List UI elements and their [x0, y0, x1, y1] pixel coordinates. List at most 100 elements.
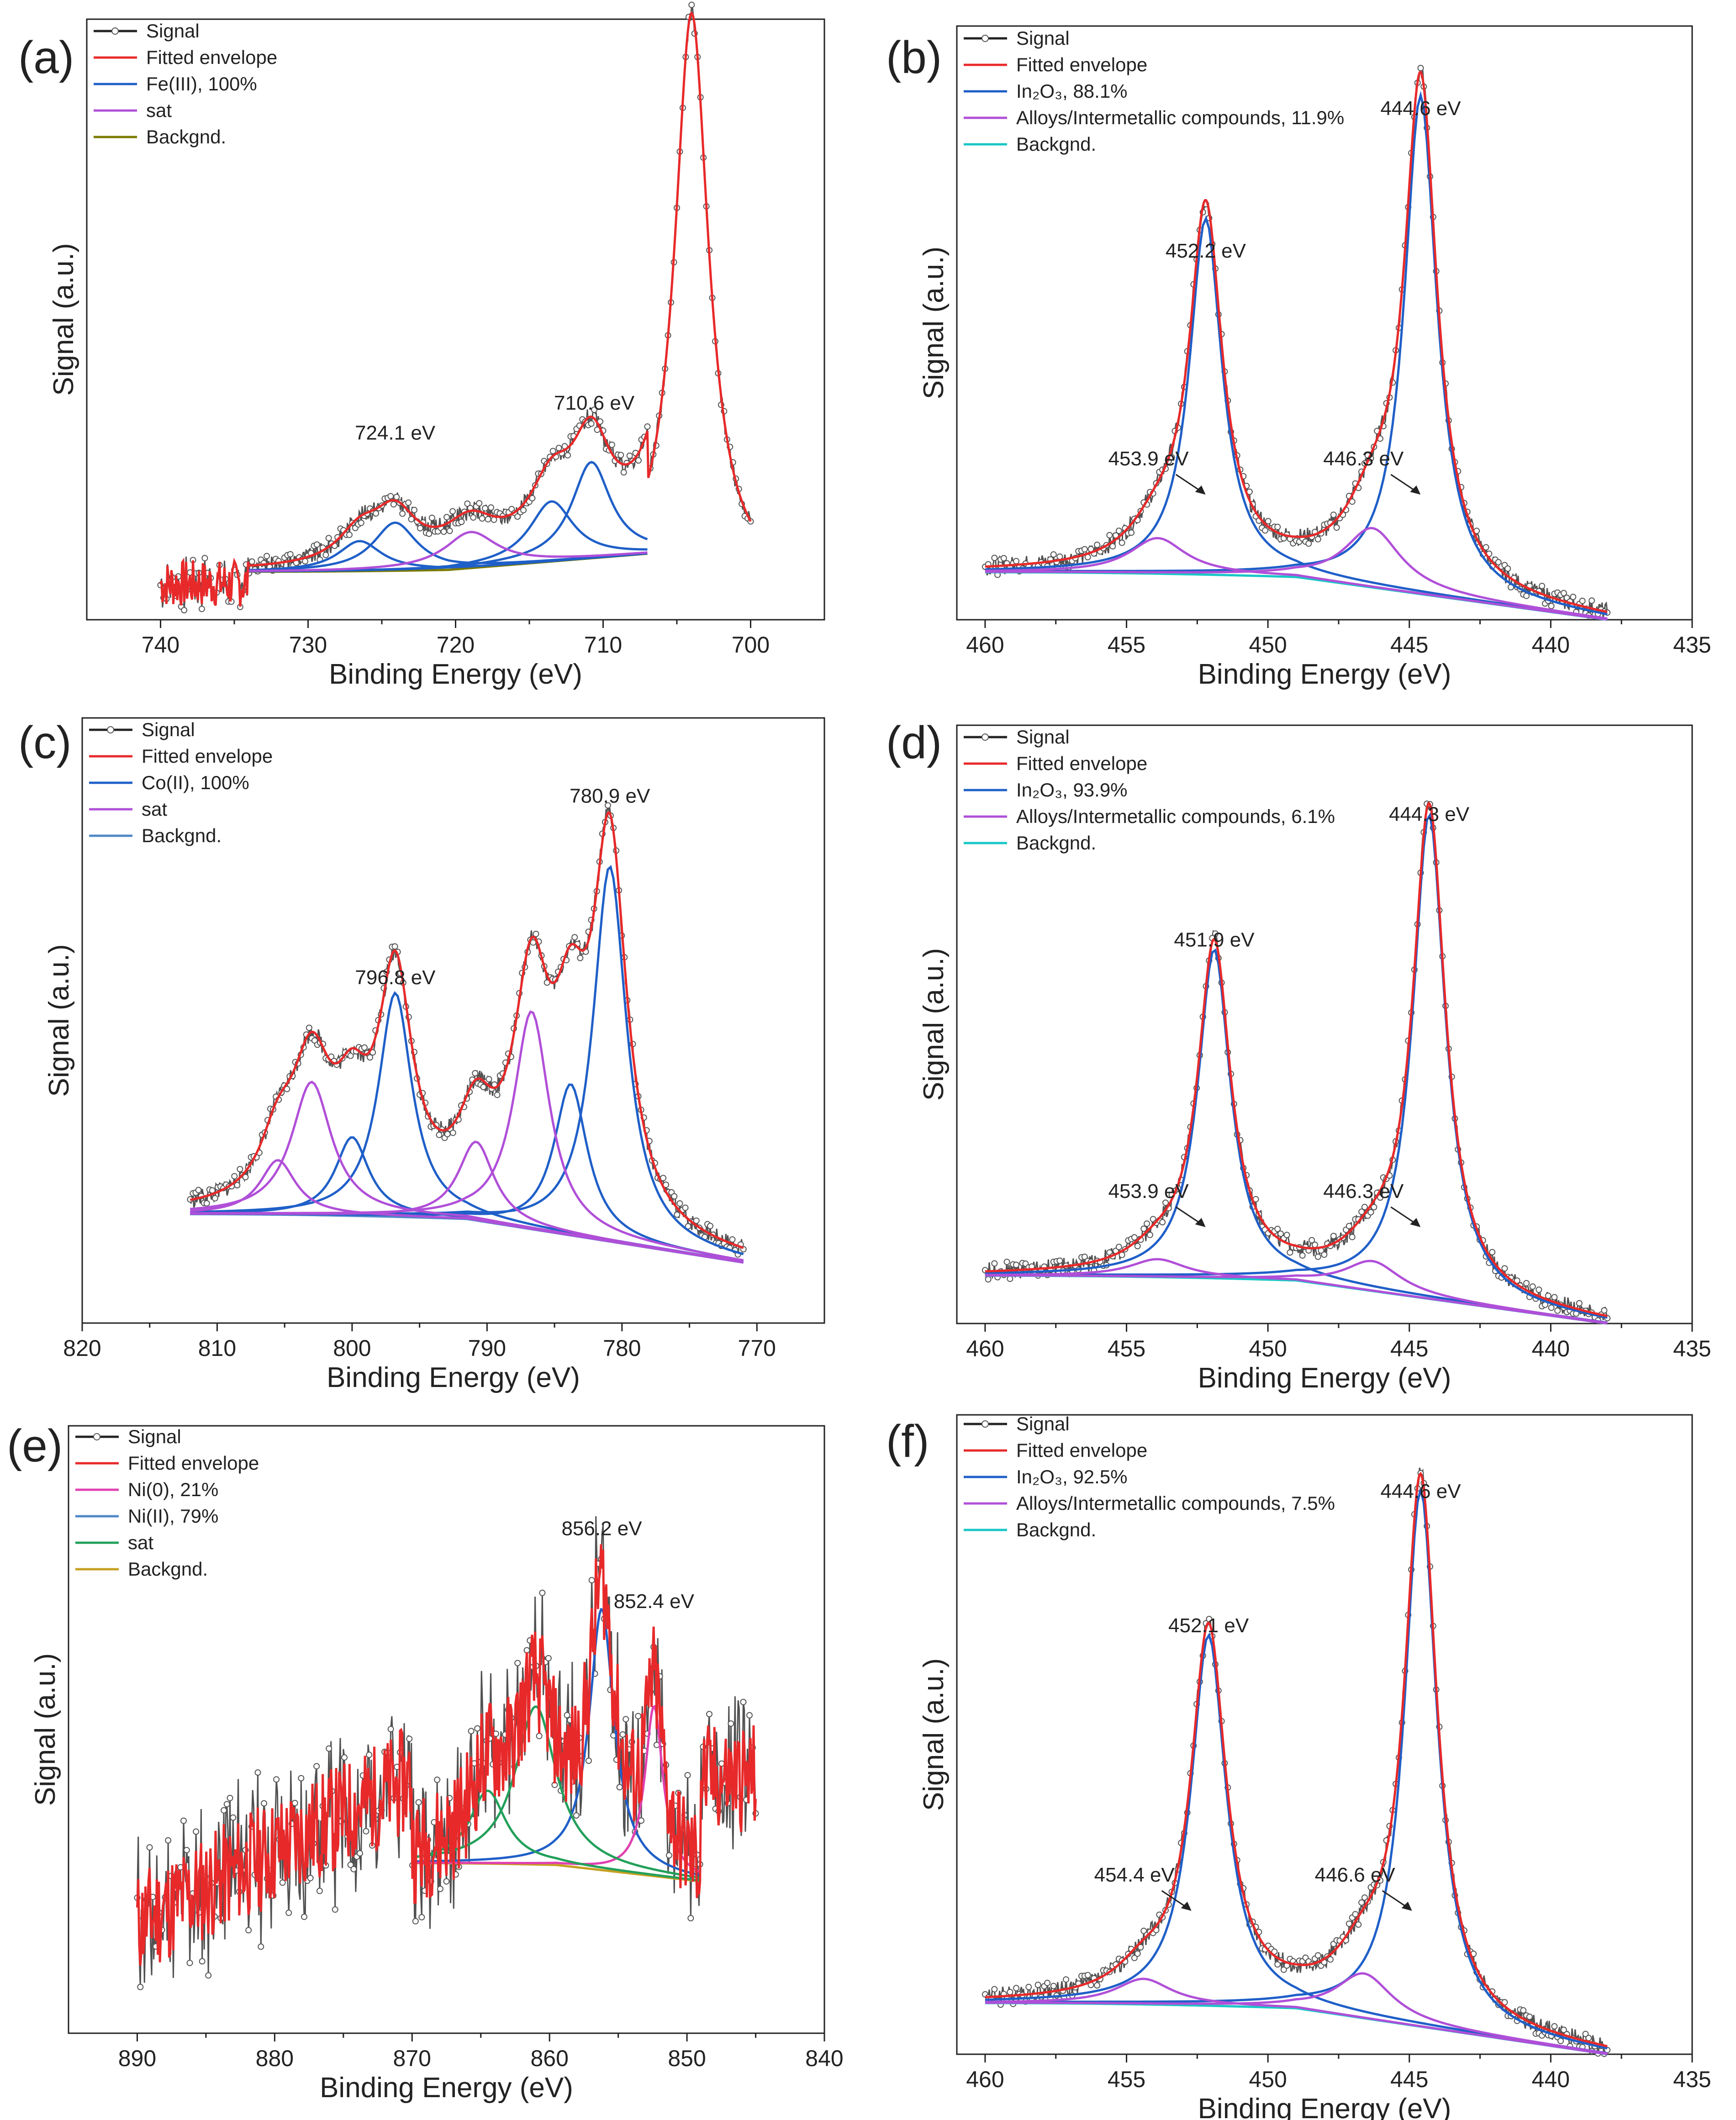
legend-entry-e-1: Fitted envelope [75, 1452, 259, 1474]
signal-point [682, 1204, 689, 1211]
signal-point [1025, 1983, 1032, 1990]
annotation-b-2: 453.9 eV [1108, 448, 1189, 470]
legend-label: Alloys/Intermetallic compounds, 7.5% [1016, 1492, 1335, 1514]
signal-point [1050, 1983, 1057, 1989]
legend-entry-c-2: Co(II), 100% [89, 772, 249, 793]
signal-point [1585, 2035, 1592, 2041]
x-tick-label-f-1: 455 [1108, 2067, 1145, 2092]
signal-point [1299, 1252, 1306, 1259]
signal-point [1545, 1292, 1551, 1299]
y-axis-label-b: Signal (a.u.) [918, 247, 950, 399]
signal-point [183, 1847, 190, 1854]
signal-point [1280, 1966, 1287, 1973]
legend-label: Backgnd. [1016, 1519, 1096, 1540]
signal-point [1146, 1231, 1153, 1238]
legend-label: In₂O₃, 93.9% [1016, 779, 1128, 801]
fitted-envelope-f [985, 1471, 1608, 2047]
signal-point [440, 528, 447, 535]
signal-point [585, 1757, 592, 1764]
legend-label: Ni(0), 21% [128, 1479, 218, 1500]
signal-point [449, 508, 456, 515]
signal-point [1305, 540, 1312, 547]
x-tick-label-e-3: 860 [530, 2046, 568, 2071]
signal-point [391, 943, 398, 950]
x-tick-label-d-2: 450 [1249, 1336, 1287, 1361]
signal-point [1261, 527, 1268, 534]
panel-c: 820 810 800 790 780 770 Binding Energy (eV) Sig… [0, 699, 868, 1402]
fitted-envelope-a [159, 11, 752, 607]
signal-point [437, 1885, 443, 1892]
signal-point [186, 1960, 193, 1967]
legend-label: sat [146, 100, 172, 121]
signal-point [341, 1754, 348, 1761]
signal-point [358, 519, 364, 526]
signal-point [991, 1260, 998, 1267]
chart-svg-a: 740 730 720 710 700 Binding Energy (eV) Signal… [18, 1, 825, 690]
panel-label-b: (b) [886, 32, 942, 83]
annotation-d-2: 453.9 eV [1108, 1180, 1189, 1202]
signal-point [198, 606, 205, 612]
signal-point [470, 514, 477, 521]
signal-point [729, 1236, 736, 1243]
signal-point [1007, 1988, 1013, 1995]
signal-point [1314, 1952, 1321, 1959]
chart-svg-f: 460 455 450 445 440 435 Binding Energy (eV) Sig… [886, 1413, 1711, 2120]
signal-point [1483, 544, 1489, 551]
signal-point [356, 1850, 363, 1857]
annotation-c-1: 780.9 eV [570, 785, 650, 807]
signal-point [458, 518, 465, 525]
plot-frame-e [68, 1425, 825, 2034]
signal-point [254, 1769, 261, 1776]
x-tick-label-b-3: 445 [1390, 632, 1428, 658]
signal-point [991, 554, 998, 561]
signal-point [1137, 1944, 1144, 1951]
component-peak-b-3 [985, 527, 1608, 620]
signal-point [1140, 1225, 1147, 1232]
signal-point [1321, 1251, 1328, 1258]
signal-point [1106, 532, 1113, 538]
signal-point [1063, 1976, 1070, 1983]
signal-point [1013, 1261, 1020, 1268]
signal-point [555, 445, 562, 452]
legend-entry-d-3: Alloys/Intermetallic compounds, 6.1% [964, 806, 1335, 827]
signal-point [298, 1775, 305, 1782]
annotation-a-1: 710.6 eV [554, 392, 635, 414]
signal-point [1115, 527, 1122, 534]
signal-point [545, 1655, 552, 1661]
signal-point [393, 494, 400, 501]
signal-point [390, 501, 397, 508]
panel-e: 890 880 870 860 850 840 Binding Energy (eV) Sig… [0, 1402, 868, 2120]
x-tick-label-f-3: 445 [1390, 2067, 1428, 2092]
legend-label: Ni(II), 79% [128, 1505, 218, 1527]
signal-point [491, 517, 497, 523]
legend-label: Fitted envelope [1016, 1440, 1147, 1461]
signal-point [480, 1084, 487, 1091]
signal-point [1501, 1265, 1508, 1272]
x-tick-label-d-0: 460 [966, 1336, 1004, 1361]
signal-point [533, 931, 539, 938]
signal-point [1520, 2007, 1527, 2014]
signal-point [1044, 1979, 1051, 1986]
annotation-f-1: 444.6 eV [1380, 1480, 1461, 1503]
signal-point [230, 1814, 237, 1821]
x-tick-label-c-0: 820 [63, 1335, 101, 1361]
signal-point [638, 1817, 645, 1824]
legend-entry-e-2: Ni(0), 21% [75, 1479, 218, 1500]
annotation-c-0: 796.8 eV [355, 966, 436, 989]
signal-point [408, 516, 415, 522]
signal-point [644, 423, 651, 430]
legend-label: Backgnd. [146, 126, 226, 148]
signal-point [237, 1166, 243, 1173]
signal-point [746, 1712, 753, 1719]
signal-point [325, 535, 332, 542]
signal-point [591, 406, 598, 413]
legend-marker [93, 1433, 100, 1440]
panel-f: 460 455 450 445 440 435 Binding Energy (eV) Sig… [868, 1402, 1736, 2120]
signal-point [346, 532, 353, 538]
signal-point [1551, 2023, 1558, 2030]
signal-point [623, 1716, 629, 1723]
x-tick-label-e-0: 890 [118, 2046, 156, 2071]
signal-point [464, 500, 471, 507]
signal-point [223, 1801, 230, 1808]
signal-point [626, 452, 633, 459]
